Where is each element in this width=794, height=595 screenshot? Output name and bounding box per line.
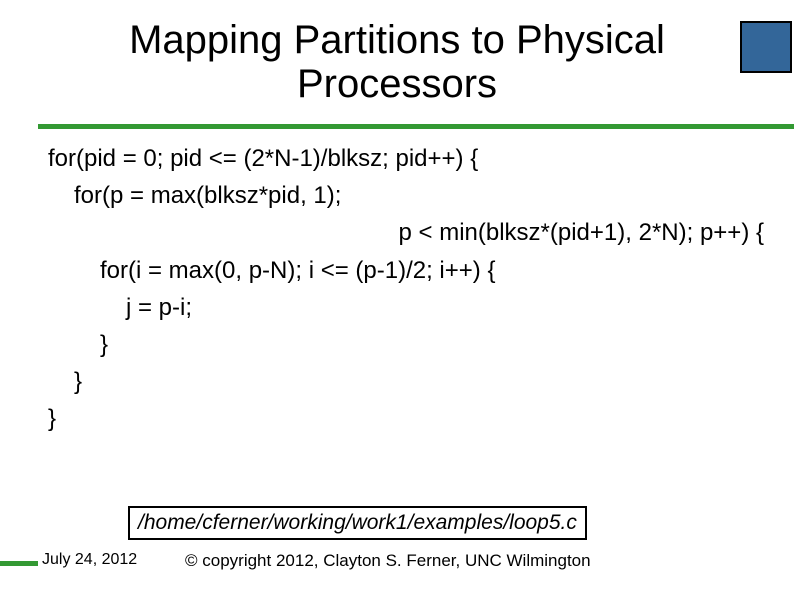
slide: Mapping Partitions to Physical Processor… [0,0,794,595]
code-line-7: } [48,363,764,400]
decor-square [740,21,792,73]
slide-title: Mapping Partitions to Physical Processor… [0,0,794,106]
code-line-3: p < min(blksz*(pid+1), 2*N); p++) { [48,214,764,251]
code-line-5: j = p-i; [48,289,764,326]
code-line-8: } [48,400,764,437]
code-line-2: for(p = max(blksz*pid, 1); [48,177,764,214]
footer: July 24, 2012 © copyright 2012, Clayton … [0,553,794,577]
file-path: /home/cferner/working/work1/examples/loo… [138,511,577,534]
code-block: for(pid = 0; pid <= (2*N-1)/blksz; pid++… [48,140,764,438]
title-line-2: Processors [297,62,497,106]
title-line-1: Mapping Partitions to Physical [129,18,665,62]
code-line-4: for(i = max(0, p-N); i <= (p-1)/2; i++) … [48,252,764,289]
code-line-6: } [48,326,764,363]
title-underline [38,124,794,129]
file-path-box: /home/cferner/working/work1/examples/loo… [128,506,587,540]
footer-copyright: © copyright 2012, Clayton S. Ferner, UNC… [185,551,591,571]
code-line-1: for(pid = 0; pid <= (2*N-1)/blksz; pid++… [48,140,764,177]
footer-date: July 24, 2012 [38,551,141,569]
